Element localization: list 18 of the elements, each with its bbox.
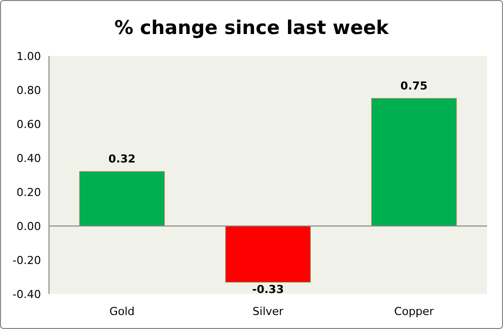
bar	[371, 98, 457, 226]
data-label: -0.33	[252, 283, 284, 296]
y-tick-label: 0.60	[16, 118, 41, 131]
y-tick-label: -0.40	[12, 288, 41, 301]
y-tick-label: 0.20	[16, 186, 41, 199]
chart-title: % change since last week	[114, 17, 390, 39]
x-tick-label: Gold	[109, 305, 135, 318]
y-tick-label: 0.80	[16, 84, 41, 97]
x-tick-label: Silver	[252, 305, 284, 318]
y-tick-label: 1.00	[16, 50, 41, 63]
y-tick-label: -0.20	[12, 254, 41, 267]
data-label: 0.75	[400, 80, 428, 92]
y-tick-label: 0.00	[16, 220, 41, 233]
bar	[225, 226, 311, 282]
bar	[79, 171, 165, 226]
x-tick-label: Copper	[394, 305, 434, 318]
data-label: 0.32	[108, 152, 136, 166]
y-tick-label: 0.40	[16, 152, 41, 165]
